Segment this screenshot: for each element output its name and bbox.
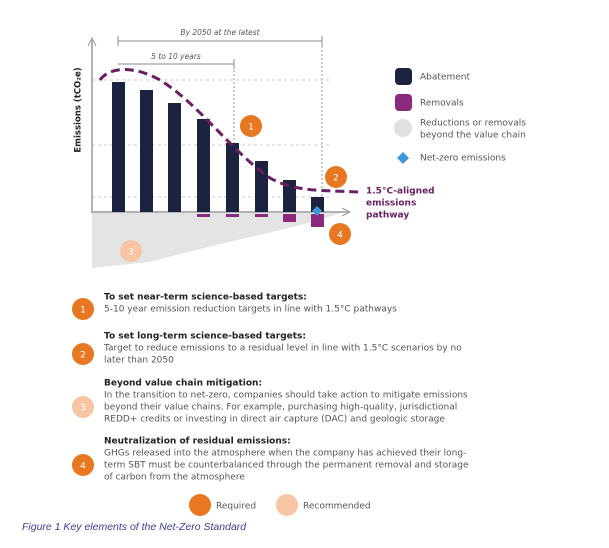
- marker-label: 3: [128, 248, 134, 258]
- item-number: 3: [80, 404, 86, 414]
- legend-label: Net-zero emissions: [420, 154, 506, 164]
- item-title: Beyond value chain mitigation:: [104, 379, 262, 389]
- pathway-label: pathway: [366, 211, 409, 221]
- bar: [168, 103, 181, 212]
- item-text: 5-10 year emission reduction targets in …: [104, 305, 397, 315]
- x-axis-arrow: [341, 207, 352, 217]
- abatement-bars: [112, 82, 324, 212]
- item-list: 1 To set near-term science-based targets:…: [72, 293, 469, 483]
- marker-label: 4: [337, 231, 343, 241]
- key-label: Recommended: [303, 502, 371, 512]
- y-axis-label: Emissions (tCO₂e): [74, 67, 84, 152]
- item-title: To set long-term science-based targets:: [104, 332, 306, 342]
- marker: [120, 240, 142, 262]
- item-badge: [72, 396, 94, 418]
- net-zero-diamond: [312, 206, 322, 216]
- legend-label: Removals: [420, 99, 464, 109]
- legend-swatch: [397, 152, 409, 164]
- item-text: term SBT must be counterbalanced through…: [104, 461, 469, 471]
- legend-swatch: [394, 119, 412, 137]
- marker: [325, 166, 347, 188]
- bar: [140, 90, 153, 212]
- bar: [197, 214, 210, 217]
- legend-swatch: [395, 94, 412, 111]
- bar: [197, 119, 210, 212]
- bar: [255, 214, 268, 217]
- bar: [311, 197, 324, 212]
- key-label: Required: [216, 502, 256, 512]
- item-number: 4: [80, 462, 86, 472]
- pathway-label: 1.5°C-aligned: [366, 187, 435, 197]
- bar: [255, 161, 268, 212]
- timeline-label: By 2050 at the latest: [180, 28, 260, 37]
- item-title: To set near-term science-based targets:: [104, 293, 307, 303]
- item-text: Target to reduce emissions to a residual…: [103, 344, 462, 354]
- beyond-area: [92, 213, 340, 268]
- legend-label: Reductions or removals: [420, 119, 526, 129]
- bar: [283, 214, 296, 222]
- item-number: 1: [80, 306, 86, 316]
- legend-label: Abatement: [420, 73, 470, 83]
- pathway-curve: [98, 68, 359, 194]
- y-axis-arrow: [87, 36, 97, 47]
- legend-label: beyond the value chain: [420, 131, 526, 141]
- removal-bars: [197, 214, 324, 227]
- marker-label: 2: [333, 174, 339, 184]
- item-badge: [72, 298, 94, 320]
- marker: [240, 115, 262, 137]
- item-text: GHGs released into the atmosphere when t…: [104, 449, 466, 459]
- caption: Figure 1 Key elements of the Net-Zero St…: [22, 521, 247, 533]
- marker: [329, 223, 351, 245]
- key-swatch: [276, 494, 298, 516]
- item-text: REDD+ credits or investing in direct air…: [104, 415, 445, 425]
- key-swatch: [189, 494, 211, 516]
- marker-label: 1: [248, 123, 254, 133]
- item-badge: [72, 343, 94, 365]
- item-text: of carbon from the atmosphere: [104, 473, 245, 483]
- legend-swatch: [395, 68, 412, 85]
- item-title: Neutralization of residual emissions:: [104, 437, 291, 447]
- item-text: beyond their value chains. For example, …: [104, 403, 457, 413]
- bar: [226, 143, 239, 212]
- item-text: In the transition to net-zero, companies…: [104, 391, 468, 401]
- bar: [283, 180, 296, 212]
- bar: [112, 82, 125, 212]
- bar: [311, 214, 324, 227]
- item-badge: [72, 454, 94, 476]
- item-number: 2: [80, 351, 86, 361]
- item-text: later than 2050: [104, 356, 174, 366]
- bar: [226, 214, 239, 217]
- pathway-label: emissions: [366, 199, 416, 209]
- timeline-label: 5 to 10 years: [151, 52, 201, 61]
